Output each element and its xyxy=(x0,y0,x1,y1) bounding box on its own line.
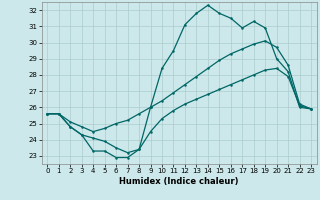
X-axis label: Humidex (Indice chaleur): Humidex (Indice chaleur) xyxy=(119,177,239,186)
